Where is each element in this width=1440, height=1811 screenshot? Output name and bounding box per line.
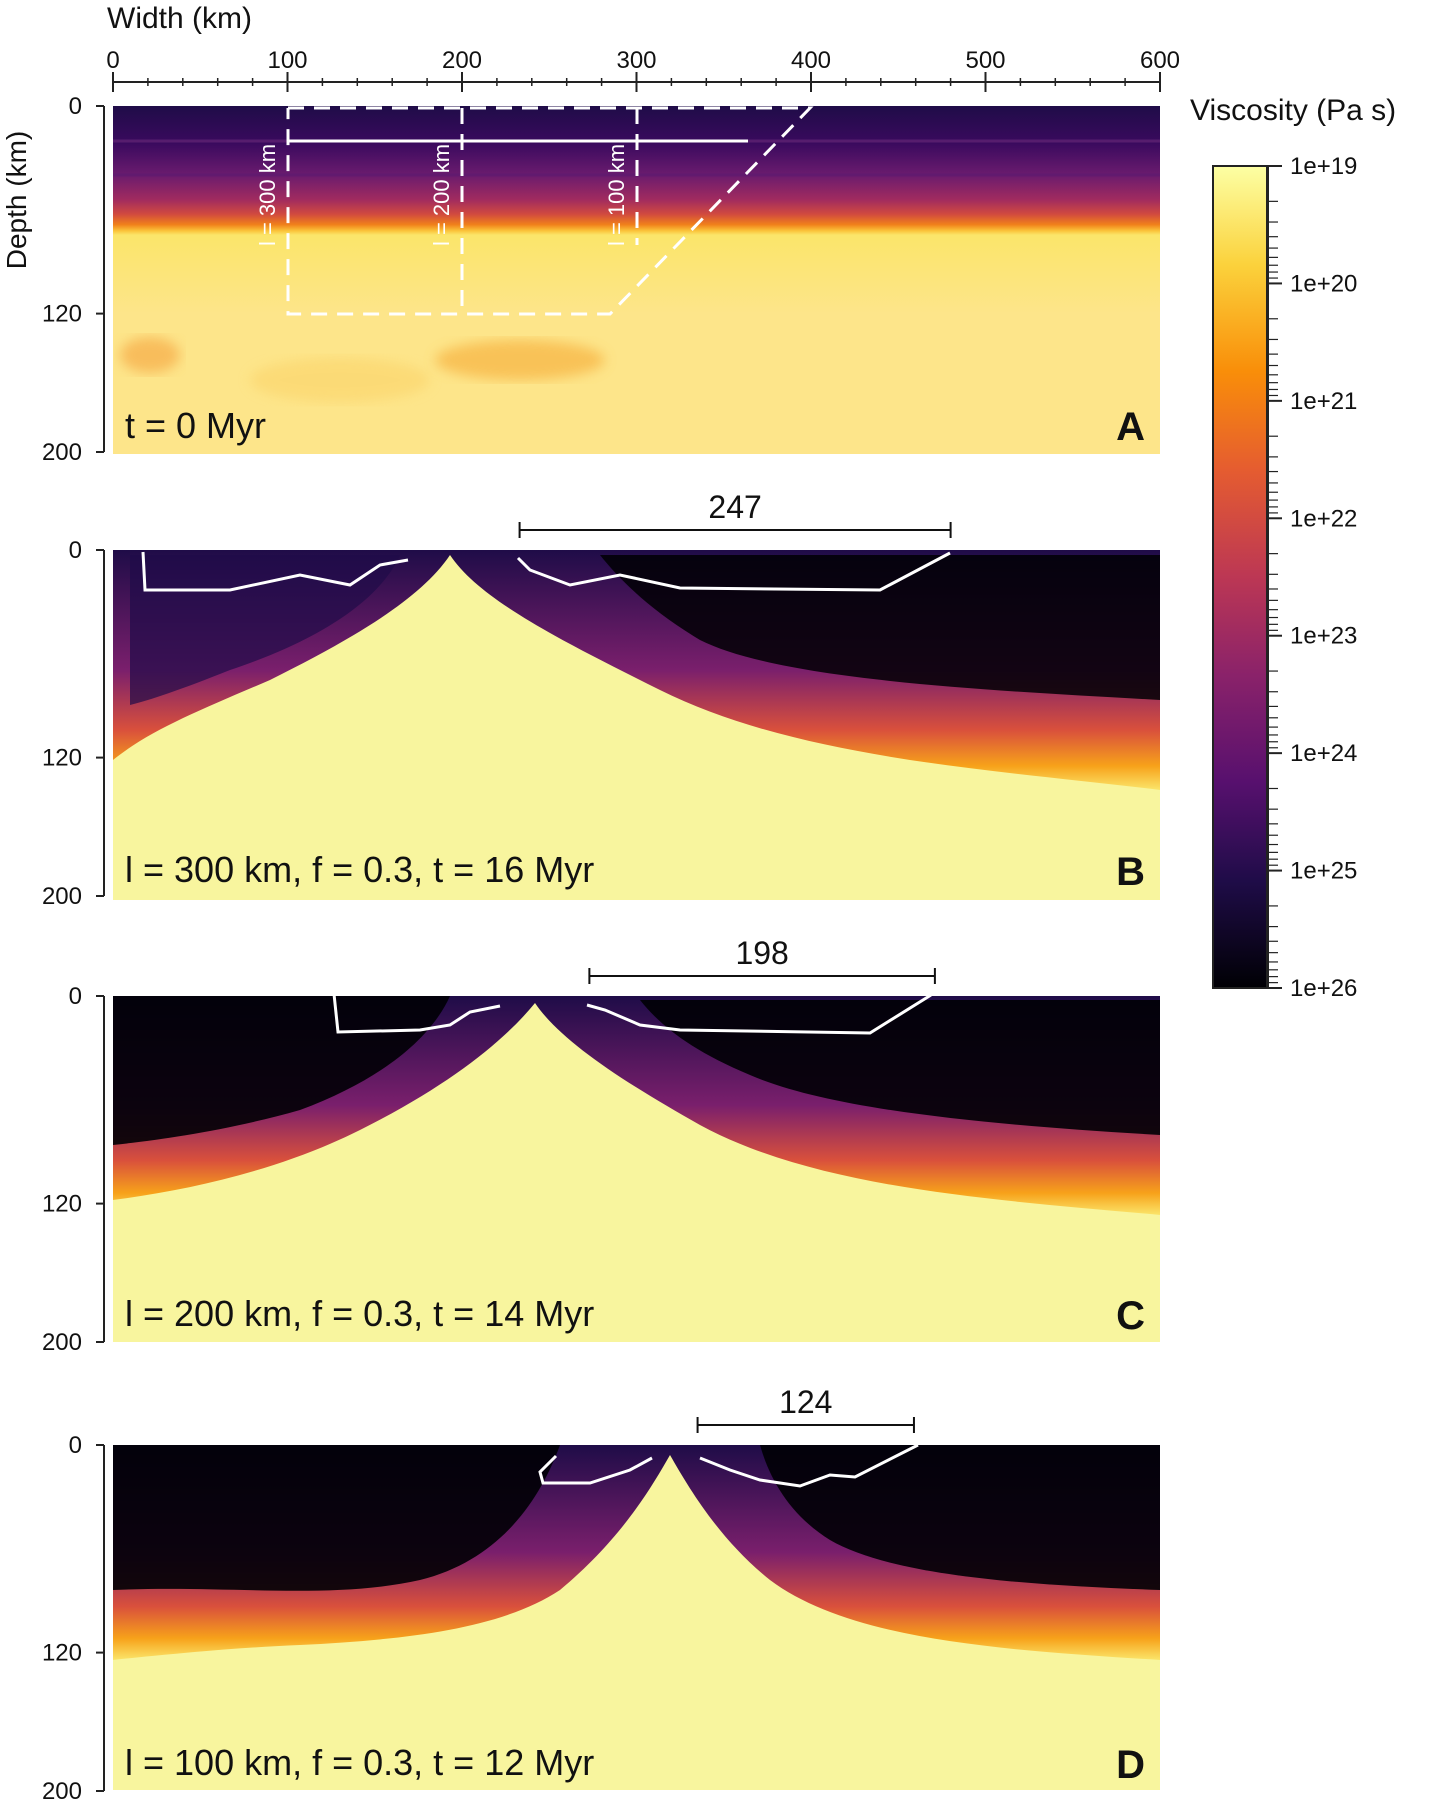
- panel-d-crust-outline-right: [699, 1443, 919, 1488]
- y-tick-label: 0: [69, 983, 82, 1010]
- panel-a-warm-anomaly: [250, 358, 430, 402]
- panel-b: 247 l = 300 km, f = 0.3, t = 16 Myr B: [113, 489, 1160, 900]
- panel-c-measure-bar: [588, 968, 936, 984]
- colorbar-tick-label: 1e+24: [1290, 740, 1357, 767]
- panel-b-crust-outline-left: [141, 551, 409, 592]
- colorbar-tick-label: 1e+25: [1290, 858, 1357, 885]
- x-axis-ticks: 0 100 200 300 400 500 600: [106, 47, 1180, 92]
- panel-a-warm-anomaly: [435, 340, 605, 380]
- y-tick-label: 0: [69, 1432, 82, 1459]
- x-tick-label: 600: [1140, 47, 1180, 74]
- x-tick-label: 500: [965, 47, 1005, 74]
- colorbar-title: Viscosity (Pa s): [1190, 94, 1396, 127]
- panel-d-crust-outline-left: [538, 1454, 653, 1485]
- panel-d-measure-label: 124: [779, 1384, 832, 1420]
- y-axis-title: Depth (km): [1, 131, 32, 269]
- y-tick-label: 120: [42, 745, 82, 772]
- panel-b-crust-outline-right: [516, 551, 951, 592]
- panel-b-measure-bar: [518, 522, 952, 538]
- y-tick-label: 0: [69, 537, 82, 564]
- panel-a-weak-zone-label-200: l = 200 km: [429, 144, 454, 246]
- panel-a: l = 300 km l = 200 km l = 100 km t = 0 M…: [113, 106, 1160, 454]
- x-tick-label: 100: [267, 47, 307, 74]
- panel-a-weak-zone-label-300: l = 300 km: [255, 144, 280, 246]
- y-tick-label: 120: [42, 1640, 82, 1667]
- panel-c-lithosphere-core: [113, 996, 450, 1145]
- colorbar-tick-label: 1e+20: [1290, 270, 1357, 297]
- panel-b-lithosphere-core: [600, 555, 1160, 700]
- panel-c-letter: C: [1116, 1294, 1145, 1338]
- colorbar-tick-label: 1e+19: [1290, 153, 1357, 180]
- panel-a-weak-zone-label-100: l = 100 km: [604, 144, 629, 246]
- panel-b-letter: B: [1116, 850, 1145, 894]
- panel-c-lithosphere-core: [640, 1000, 1160, 1135]
- panel-d: 124 l = 100 km, f = 0.3, t = 12 Myr D: [113, 1384, 1160, 1790]
- y-tick-label: 200: [42, 1778, 82, 1805]
- panel-a-caption: t = 0 Myr: [125, 405, 266, 446]
- panel-a-warm-anomaly: [120, 337, 180, 373]
- x-tick-label: 0: [106, 47, 119, 74]
- panel-c-crust-outline-left: [332, 993, 501, 1034]
- y-tick-label: 200: [42, 883, 82, 910]
- panel-b-lithosphere-core: [130, 555, 400, 705]
- y-tick-label: 0: [69, 93, 82, 120]
- panel-d-lithosphere-core: [760, 1445, 1160, 1590]
- panel-b-measure-label: 247: [708, 489, 761, 525]
- y-tick-label: 120: [42, 301, 82, 328]
- colorbar-ticks: 1e+19 1e+20 1e+21 1e+22 1e+23 1e+24 1e+25 1e+26: [1268, 153, 1357, 1002]
- colorbar: Viscosity (Pa s) 1e+191e+201e+211e+221e+…: [1190, 94, 1396, 1002]
- x-tick-label: 300: [616, 47, 656, 74]
- panel-b-caption: l = 300 km, f = 0.3, t = 16 Myr: [125, 849, 594, 890]
- x-tick-label: 400: [791, 47, 831, 74]
- x-tick-label: 200: [442, 47, 482, 74]
- y-tick-label: 200: [42, 1329, 82, 1356]
- y-tick-label: 120: [42, 1191, 82, 1218]
- colorbar-tick-label: 1e+22: [1290, 505, 1357, 532]
- panel-c-crust-outline-right: [586, 993, 932, 1035]
- x-axis-title: Width (km): [107, 2, 252, 35]
- colorbar-tick-label: 1e+21: [1290, 388, 1357, 415]
- panel-c-measure-label: 198: [735, 935, 788, 971]
- panel-c-caption: l = 200 km, f = 0.3, t = 14 Myr: [125, 1293, 594, 1334]
- panel-d-caption: l = 100 km, f = 0.3, t = 12 Myr: [125, 1742, 594, 1783]
- panel-d-lithosphere-core: [113, 1445, 560, 1591]
- panel-a-letter: A: [1116, 405, 1145, 449]
- colorbar-gradient: [1212, 165, 1268, 989]
- y-tick-label: 200: [42, 439, 82, 466]
- colorbar-tick-label: 1e+26: [1290, 975, 1357, 1002]
- panel-c: 198 l = 200 km, f = 0.3, t = 14 Myr C: [113, 935, 1160, 1342]
- y-axes: 0 120 200 0 120 200 0 120 200 0 120 200: [42, 93, 105, 1805]
- panel-d-letter: D: [1116, 1743, 1145, 1787]
- panel-d-measure-bar: [696, 1417, 915, 1433]
- colorbar-tick-label: 1e+23: [1290, 623, 1357, 650]
- x-axis: Width (km) 0 100 200 300 400 500 600: [106, 2, 1180, 92]
